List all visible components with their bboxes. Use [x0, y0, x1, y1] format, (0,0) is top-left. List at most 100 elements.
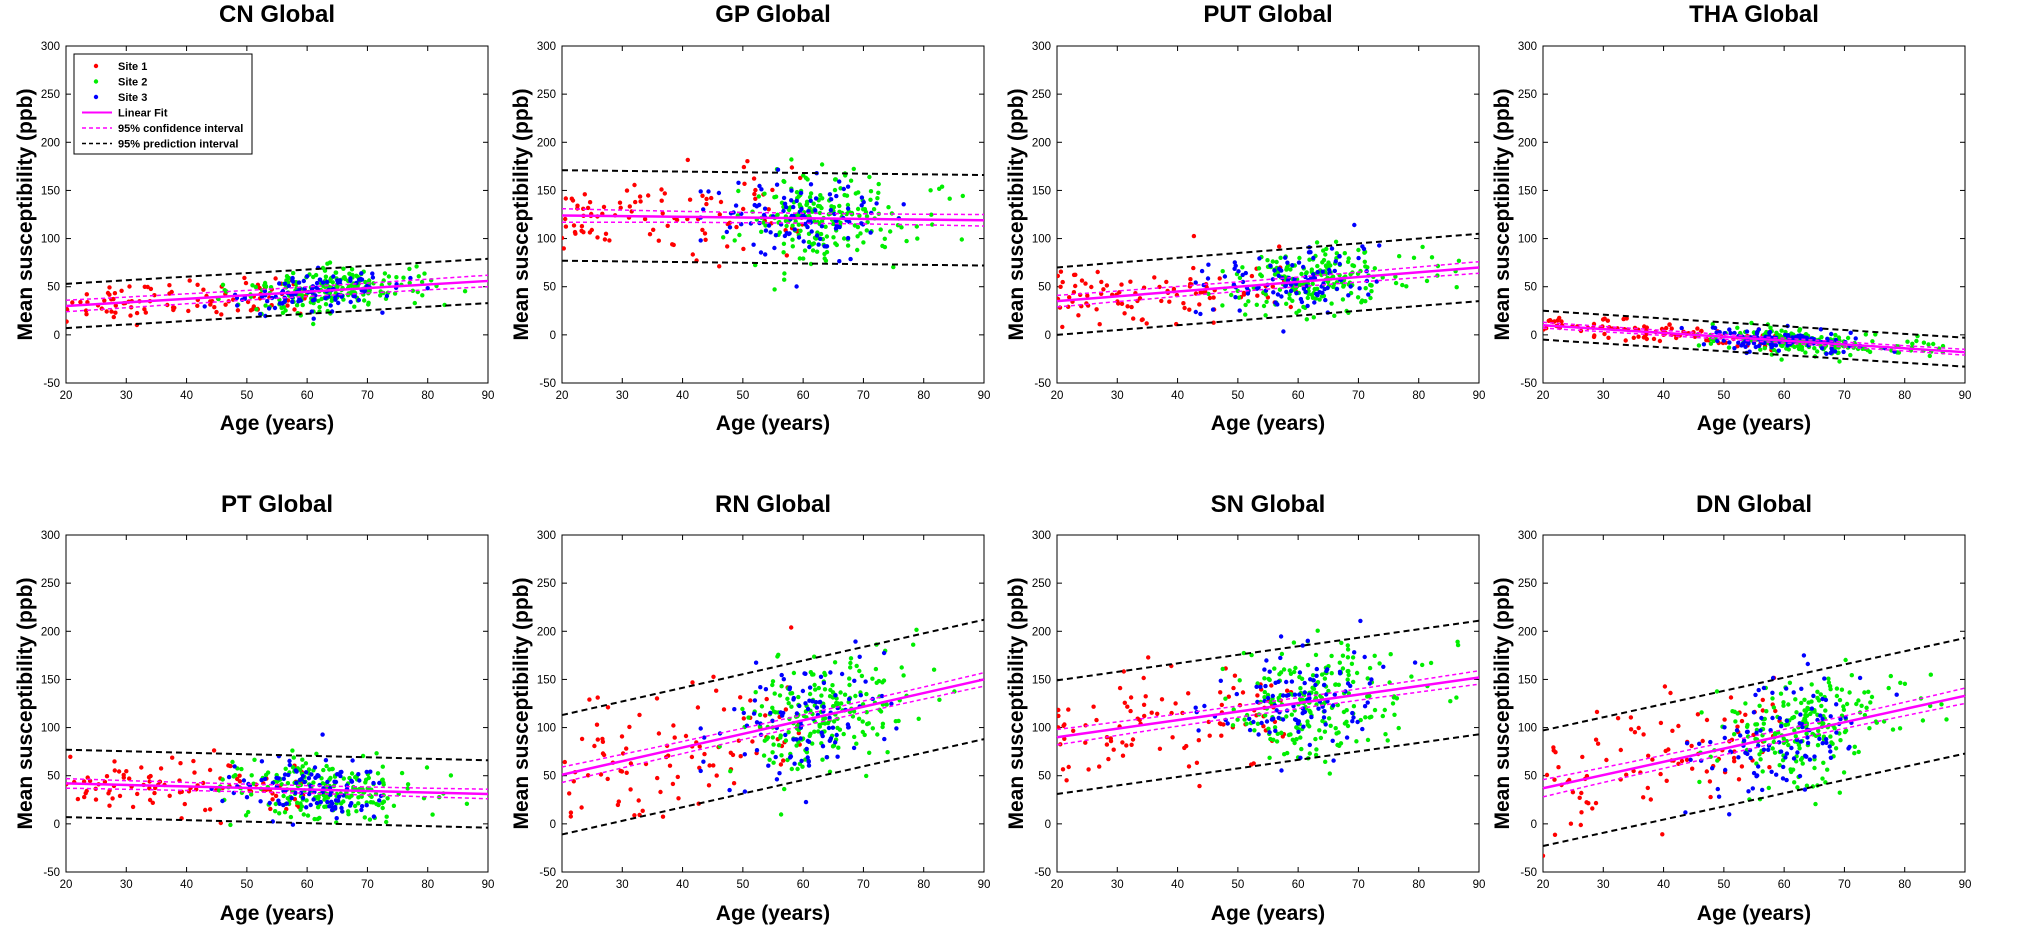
point-site-1 [1668, 690, 1673, 696]
point-site-3 [286, 283, 292, 289]
point-site-3 [706, 189, 711, 194]
point-site-1 [695, 705, 701, 710]
point-site-2 [1372, 266, 1378, 271]
point-site-3 [364, 803, 369, 808]
point-site-1 [268, 806, 273, 812]
point-site-2 [781, 241, 787, 246]
y-axis-label: Mean susceptibility (ppb) [1491, 88, 1514, 340]
point-site-3 [1247, 727, 1253, 733]
point-site-3 [1263, 683, 1268, 689]
point-site-2 [806, 239, 812, 245]
point-site-3 [1367, 681, 1373, 686]
point-site-1 [603, 231, 609, 236]
point-site-1 [637, 194, 643, 199]
point-site-3 [828, 670, 833, 675]
point-site-3 [716, 190, 722, 196]
point-site-3 [833, 740, 838, 745]
point-site-2 [277, 811, 282, 816]
point-site-2 [1816, 728, 1821, 733]
point-site-1 [237, 773, 242, 778]
point-site-3 [1825, 336, 1830, 341]
point-site-3 [1334, 286, 1340, 292]
point-site-1 [579, 224, 585, 229]
point-site-1 [636, 798, 641, 803]
point-site-2 [321, 767, 326, 773]
point-site-3 [807, 244, 812, 250]
point-site-3 [800, 688, 806, 694]
point-site-1 [702, 231, 708, 236]
confidence-interval-upper [1056, 260, 1480, 297]
y-tick-label: 250 [537, 89, 556, 101]
point-site-3 [1744, 329, 1750, 334]
point-site-3 [792, 227, 797, 232]
point-site-1 [1679, 758, 1685, 764]
point-site-3 [1245, 291, 1251, 296]
point-site-2 [737, 232, 742, 238]
linear-fit-line [1056, 676, 1480, 739]
point-site-2 [834, 242, 839, 248]
point-site-3 [1807, 757, 1813, 762]
point-site-2 [1351, 679, 1356, 685]
point-site-3 [332, 779, 337, 784]
point-site-1 [1171, 286, 1177, 292]
point-site-2 [1823, 708, 1828, 713]
point-site-1 [1590, 806, 1595, 811]
point-site-3 [762, 206, 768, 211]
point-site-3 [1270, 693, 1276, 699]
point-site-3 [758, 685, 763, 690]
point-site-3 [1306, 250, 1312, 255]
point-site-3 [308, 802, 313, 808]
point-site-2 [761, 220, 766, 225]
point-site-3 [1286, 692, 1291, 698]
point-site-2 [317, 304, 322, 310]
point-site-3 [1894, 692, 1899, 697]
point-site-2 [380, 764, 385, 769]
point-site-1 [192, 770, 197, 775]
point-site-3 [1829, 331, 1834, 337]
y-tick-label: 100 [1518, 723, 1537, 735]
point-site-2 [349, 771, 355, 776]
point-site-2 [341, 799, 346, 804]
point-site-2 [859, 673, 865, 679]
point-site-1 [1066, 707, 1071, 712]
point-site-1 [568, 810, 574, 815]
point-site-2 [775, 212, 780, 217]
point-site-2 [305, 813, 311, 818]
point-site-3 [1834, 730, 1839, 735]
point-site-2 [1340, 297, 1346, 302]
point-site-2 [380, 800, 385, 806]
point-site-3 [783, 732, 788, 738]
point-site-1 [1270, 284, 1276, 289]
point-site-2 [1803, 717, 1808, 723]
point-site-2 [1800, 761, 1805, 766]
point-site-1 [1231, 685, 1236, 691]
point-site-2 [771, 742, 776, 747]
y-tick-label: 300 [1518, 41, 1537, 53]
point-site-3 [1819, 346, 1825, 351]
point-site-2 [220, 282, 226, 287]
point-site-3 [1292, 692, 1298, 697]
point-site-3 [806, 209, 811, 214]
point-site-3 [1804, 335, 1810, 340]
point-site-2 [1320, 260, 1325, 265]
point-site-3 [1199, 268, 1205, 274]
point-site-2 [1841, 704, 1846, 709]
point-site-2 [839, 701, 844, 706]
point-site-1 [139, 765, 144, 770]
point-site-2 [384, 814, 389, 819]
point-site-1 [766, 207, 771, 212]
point-site-1 [600, 751, 606, 756]
point-site-3 [757, 183, 762, 189]
point-site-2 [1246, 299, 1251, 304]
point-site-3 [1803, 753, 1808, 758]
point-site-3 [1834, 702, 1839, 707]
point-site-3 [763, 228, 769, 233]
point-site-3 [1812, 754, 1817, 759]
point-site-2 [1337, 660, 1343, 665]
point-site-2 [1784, 738, 1789, 744]
point-site-2 [1299, 271, 1304, 277]
point-site-3 [1857, 675, 1863, 681]
x-tick-label: 70 [361, 390, 374, 402]
point-site-2 [1914, 338, 1919, 344]
